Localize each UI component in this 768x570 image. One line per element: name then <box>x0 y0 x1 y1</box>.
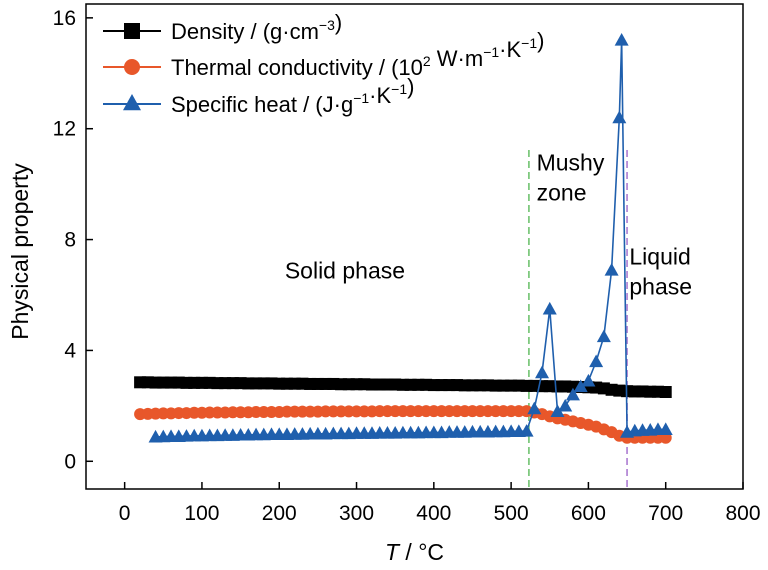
data-point <box>658 422 673 436</box>
x-tick-label: 200 <box>262 502 297 525</box>
legend-label-text: ·K <box>369 83 391 108</box>
x-tick-label: 600 <box>571 502 606 525</box>
data-point <box>519 424 534 437</box>
x-tick-label: 300 <box>339 502 374 525</box>
x-axis-label: T / °C <box>385 539 444 565</box>
region-annotation: Mushy zone <box>537 149 605 205</box>
legend-marker <box>124 59 140 75</box>
y-tick-label: 0 <box>64 450 76 473</box>
region-annotation: Liquid phase <box>629 244 692 300</box>
legend-label-text: ·K <box>499 37 521 62</box>
legend-label-text: ) <box>407 74 414 99</box>
data-point <box>558 398 573 412</box>
legend-marker <box>123 94 141 111</box>
legend-label-superscript: −1 <box>353 90 369 106</box>
y-tick-label: 4 <box>64 339 76 362</box>
plot-area-frame <box>85 3 744 490</box>
region-annotation-line: Liquid <box>629 244 690 270</box>
legend-label-text: ) <box>537 28 544 53</box>
region-annotation: Solid phase <box>285 257 405 283</box>
legend-label-text: Thermal conductivity / (10 <box>171 55 423 80</box>
y-tick-label: 8 <box>64 229 76 252</box>
x-axis-label-variable: T <box>385 539 401 565</box>
series-thermal-conductivity <box>134 405 672 444</box>
legend-entry: Thermal conductivity / (102 W·m−1·K−1) <box>103 28 544 80</box>
data-point <box>612 110 627 124</box>
legend-label-superscript: −1 <box>521 35 537 51</box>
data-point <box>581 373 596 387</box>
legend-label-text: W·m <box>431 46 484 71</box>
data-point <box>565 387 580 401</box>
x-tick-label: 500 <box>494 502 529 525</box>
data-point <box>535 365 550 379</box>
legend-entry: Specific heat / (J·g−1·K−1) <box>103 74 414 117</box>
region-annotation-line: Mushy <box>537 149 605 175</box>
legend: Density / (g·cm−3)Thermal conductivity /… <box>103 10 544 117</box>
legend-label: Density / (g·cm−3) <box>171 10 342 44</box>
legend-label-text: ) <box>335 10 342 35</box>
legend-label-text: Specific heat / (J·g <box>171 92 353 117</box>
data-point <box>596 329 611 343</box>
legend-marker <box>124 23 140 39</box>
x-tick-label: 800 <box>725 502 760 525</box>
data-point <box>614 33 629 46</box>
data-point <box>589 354 604 368</box>
data-point <box>542 301 557 315</box>
x-tick-label: 400 <box>416 502 451 525</box>
series-density <box>134 376 672 398</box>
x-axis-label-unit: / °C <box>399 539 444 565</box>
region-annotation-line: Solid phase <box>285 257 405 283</box>
region-annotation-line: phase <box>629 274 692 300</box>
axes-layer: 0 100 200 300 400 500 600 700 800 0 4 8 12 16 <box>53 7 761 525</box>
x-tick-label: 700 <box>648 502 683 525</box>
data-point <box>527 401 542 415</box>
y-axis-label: Physical property <box>7 163 33 340</box>
data-point <box>659 386 672 398</box>
legend-entry: Density / (g·cm−3) <box>103 10 342 44</box>
series-layer <box>134 33 673 444</box>
annotations-layer: Solid phase Mushy zone Liquid phase <box>285 149 692 299</box>
region-annotation-line: zone <box>537 179 587 205</box>
legend-label-superscript: −3 <box>319 17 335 33</box>
data-point <box>604 263 619 276</box>
phase-boundaries <box>527 150 628 489</box>
legend-label: Specific heat / (J·g−1·K−1) <box>171 74 414 117</box>
legend-label-superscript: 2 <box>423 53 431 69</box>
legend-label: Thermal conductivity / (102 W·m−1·K−1) <box>171 28 544 80</box>
legend-label-superscript: −1 <box>483 44 499 60</box>
x-tick-label: 0 <box>119 502 131 525</box>
y-tick-label: 16 <box>53 7 76 30</box>
x-tick-label: 100 <box>184 502 219 525</box>
series-specific-heat <box>148 33 673 443</box>
data-point <box>550 404 565 417</box>
data-point <box>573 379 588 393</box>
legend-label-text: Density / (g·cm <box>171 19 319 44</box>
legend-label-superscript: −1 <box>391 81 407 97</box>
y-tick-label: 12 <box>53 118 76 141</box>
